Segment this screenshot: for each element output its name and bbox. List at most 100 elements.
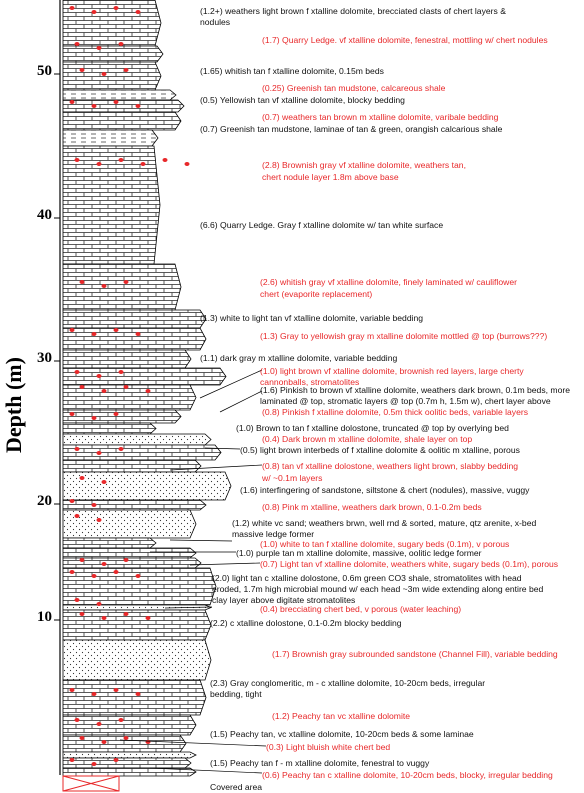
unit-label: (2.8) Brownish gray vf xtalline dolomite… [262, 160, 466, 170]
unit-label: (0.7) weathers tan brown m xtalline dolo… [262, 112, 499, 122]
chert-nodule [101, 616, 107, 620]
unit-label: (1.7) Quarry Ledge. vf xtalline dolomite… [262, 35, 548, 45]
bed-3 [62, 89, 177, 101]
covered-area-symbol [62, 775, 120, 792]
chert-nodule [91, 10, 97, 14]
leader-line [149, 767, 263, 774]
unit-label: laminated @ top, stromatic layers @ top … [260, 396, 551, 406]
chert-nodule [113, 100, 119, 104]
bed-17 [62, 444, 222, 461]
bed-27 [62, 609, 212, 641]
leader-line [164, 606, 213, 609]
chert-nodule [123, 612, 129, 616]
chert-nodule [113, 6, 119, 10]
chert-nodule [69, 6, 75, 10]
unit-label: (0.5) Yellowish tan vf xtalline dolomite… [200, 95, 405, 105]
chert-nodule [69, 412, 75, 416]
chert-nodule [113, 758, 119, 762]
unit-label: (0.5) light brown interbeds of f xtallin… [240, 445, 520, 455]
chert-nodule [91, 416, 97, 420]
bed-34 [62, 767, 197, 777]
unit-label: nodules [200, 17, 231, 27]
bed-16 [62, 433, 212, 446]
chert-nodule [79, 385, 85, 389]
depth-tick-30: 30 [37, 350, 52, 366]
chert-nodule [96, 518, 102, 522]
chert-nodule [79, 558, 85, 562]
unit-label: (1.0) Brown to tan f xtalline dolostone,… [236, 423, 509, 433]
chert-nodule [113, 328, 119, 332]
chert-nodule [113, 570, 119, 574]
chert-nodule [96, 46, 102, 50]
chert-nodule [118, 447, 124, 451]
chert-nodule [145, 389, 151, 393]
unit-label: (1.5) Peachy tan, vc xtalline dolomite, … [210, 729, 474, 739]
bed-23 [62, 547, 197, 559]
unit-label: (0.7) Greenish tan mudstone, laminae of … [200, 124, 503, 134]
chert-nodule [96, 162, 102, 166]
chert-nodule [96, 602, 102, 606]
unit-label: (0.4) Dark brown m xtalline dolomite, sh… [262, 434, 473, 444]
bed-26 [62, 604, 213, 611]
unit-label: massive ledge former [232, 529, 315, 539]
chert-nodule [91, 574, 97, 578]
unit-label: (0.25) Greenish tan mudstone, calcareous… [262, 83, 446, 93]
unit-label: (2.2) c xtalline dolostone, 0.1-0.2m blo… [210, 618, 402, 628]
unit-label: (1.2) Peachy tan vc xtalline dolomite [272, 711, 411, 721]
chert-nodule [118, 718, 124, 722]
unit-label: (1.6) interfingering of sandstone, silts… [240, 485, 530, 495]
chert-nodule [69, 499, 75, 503]
bed-15 [62, 422, 157, 435]
bed-22 [62, 537, 157, 549]
chert-nodule [101, 562, 107, 566]
bed-30 [62, 714, 197, 736]
chert-nodule [79, 476, 85, 480]
unit-label: (1.3) white to light tan vf xtalline dol… [200, 313, 424, 323]
unit-label: bedding, tight [210, 689, 262, 699]
chert-nodule [74, 158, 80, 162]
chert-nodule [145, 616, 151, 620]
depth-tick-50: 50 [37, 63, 52, 79]
bed-8 [62, 263, 182, 311]
chert-nodule [101, 389, 107, 393]
leader-line [189, 562, 261, 566]
chert-nodule [162, 158, 168, 162]
chert-nodule [118, 158, 124, 162]
unit-label: (0.4) brecciating chert bed, v porous (w… [260, 604, 462, 614]
chert-nodule [74, 598, 80, 602]
unit-label: clay layer above digitate stromatolites [212, 595, 356, 605]
chert-nodule [69, 758, 75, 762]
bed-6 [62, 129, 159, 147]
leader-line [199, 369, 263, 399]
depth-tick-10: 10 [37, 609, 52, 625]
unit-label: (1.6) Pinkish to brown vf xtalline dolom… [260, 385, 570, 395]
chert-nodule [113, 688, 119, 692]
leader-line [169, 464, 263, 471]
unit-label: (1.0) light brown vf xtalline dolomite, … [260, 366, 524, 376]
chert-nodule [118, 370, 124, 374]
chert-nodule [74, 42, 80, 46]
unit-label: (1.2) white vc sand; weathers brwn, well… [232, 518, 537, 528]
bed-13 [62, 384, 197, 411]
chert-nodule [145, 740, 151, 744]
chert-nodule [123, 736, 129, 740]
chert-nodule [69, 688, 75, 692]
bed-4 [62, 99, 185, 113]
leader-line [204, 447, 241, 450]
unit-label: chert nodule layer 1.8m above base [262, 172, 399, 182]
chert-nodule [113, 412, 119, 416]
unit-label: (1.3) Gray to yellowish gray m xtalline … [260, 331, 548, 341]
unit-label: (1.1) dark gray m xtalline dolomite, var… [200, 353, 398, 363]
depth-tick-20: 20 [37, 493, 52, 509]
unit-label: cannonballs, stromatolites [260, 377, 360, 387]
chert-nodule [135, 692, 141, 696]
unit-label: (0.6) Peachy tan c xtalline dolomite, 10… [262, 770, 553, 780]
chert-nodule [79, 736, 85, 740]
unit-label: (1.5) Peachy tan f - m xtalline dolomite… [210, 758, 430, 768]
unit-label: Covered area [210, 782, 263, 792]
leader-line [169, 539, 233, 542]
chert-nodule [69, 570, 75, 574]
unit-label: (1.0) white to tan f xtalline dolomite, … [260, 539, 510, 549]
chert-nodule [79, 280, 85, 284]
